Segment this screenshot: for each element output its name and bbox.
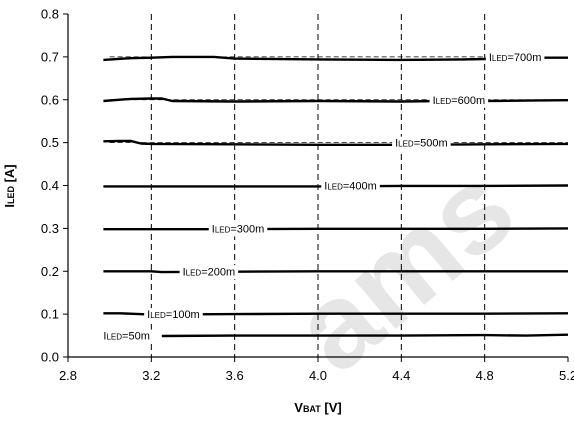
x-axis-title-main: V [294,400,303,415]
y-tick-label: 0.5 [41,135,59,150]
x-axis-title-rest: [V] [321,400,342,415]
x-axis-title: VBAT [V] [294,400,341,415]
tick-labels: 0.0 0.1 0.2 0.3 0.4 0.5 0.6 0.7 0.8 2.8 3.2 3.6 4.0 4… [41,7,574,384]
series-label: ILED=500m [395,138,448,150]
watermark: ams [269,140,539,397]
series-label-background [100,329,153,344]
y-axis-title: ILED [A] [2,164,17,207]
axes [63,13,569,362]
series-label: ILED=600m [433,95,486,107]
x-tick-label: 3.2 [142,368,160,383]
series-label-background [429,93,489,108]
series-label-background [392,136,451,151]
x-tick-label: 2.8 [59,368,77,383]
y-tick-label: 0.2 [41,264,59,279]
y-tick-label: 0.6 [41,92,59,107]
x-tick-label: 4.0 [309,368,327,383]
y-axis-title-sub: LED [6,186,16,205]
x-axis-title-sub: BAT [303,404,321,414]
y-axis-title-main: I [2,204,17,208]
series-label-background [144,308,203,323]
y-axis-title-rest: [A] [2,164,17,186]
series-line [103,270,568,274]
series-line [103,97,569,103]
x-tick-label: 4.8 [476,368,494,383]
series-label: ILED=200m [183,266,236,278]
series-line [161,333,569,338]
series-label-background [208,222,268,237]
x-tick-label: 4.4 [392,368,410,383]
series-label: ILED=50m [103,331,149,343]
series-label-background [321,179,380,194]
watermark-text: ams [269,140,539,397]
series-labels: ILED=700m ILED=600m ILED=500m ILED=400m ILED… [100,50,545,344]
series-line [103,227,569,231]
x-tick-label: 3.6 [226,368,244,383]
series-label: ILED=100m [147,309,200,321]
y-tick-label: 0.0 [41,350,59,365]
y-tick-label: 0.3 [41,221,59,236]
series-label-background [485,50,545,65]
series-label-background [179,265,239,280]
series-label: ILED=700m [489,52,542,64]
series-label: ILED=400m [324,181,377,193]
y-tick-label: 0.4 [41,178,59,193]
series-line [103,312,569,316]
x-tick-label: 5.2 [559,368,574,383]
y-tick-label: 0.8 [41,7,59,22]
y-tick-label: 0.1 [41,307,59,322]
series-label: ILED=300m [212,223,265,235]
y-tick-label: 0.7 [41,49,59,64]
